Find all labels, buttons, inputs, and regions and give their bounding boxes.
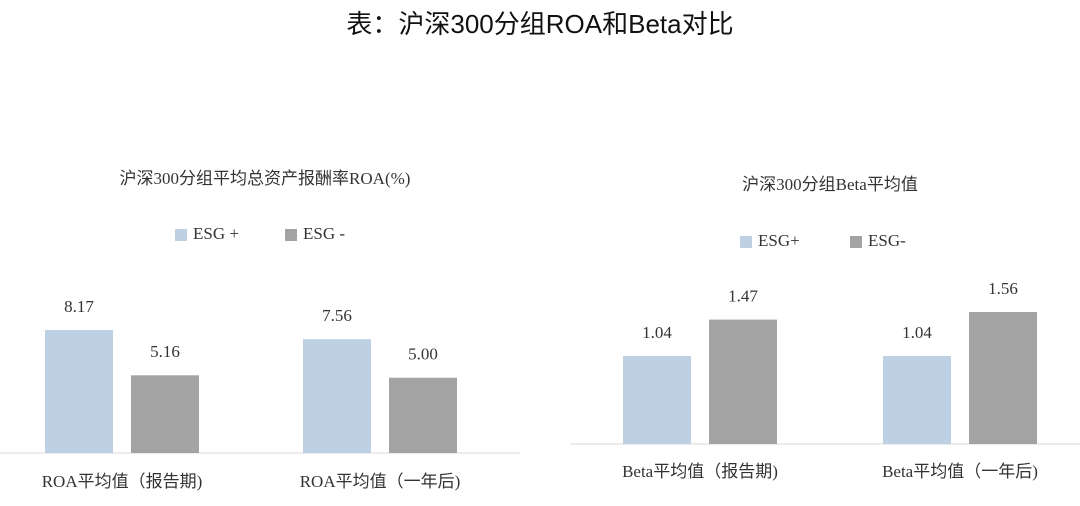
legend-label: ESG+ [758, 231, 800, 250]
value-label: 1.47 [728, 287, 758, 306]
value-label: 7.56 [322, 306, 352, 325]
bar [303, 339, 371, 453]
value-label: 8.17 [64, 297, 94, 316]
legend-label: ESG- [868, 231, 906, 250]
legend-label: ESG - [303, 224, 345, 243]
page-title: 表：沪深300分组ROA和Beta对比 [346, 9, 733, 39]
bar [45, 330, 113, 453]
value-label: 5.16 [150, 342, 180, 361]
bar [709, 319, 777, 444]
bar [969, 312, 1037, 444]
value-label: 1.04 [902, 323, 932, 342]
bar [389, 377, 457, 453]
legend-swatch [850, 236, 862, 248]
category-label: Beta平均值（一年后) [882, 462, 1038, 481]
category-label: ROA平均值（报告期) [42, 472, 203, 491]
value-label: 1.56 [988, 279, 1018, 298]
bar [131, 375, 199, 453]
category-label: ROA平均值（一年后) [300, 472, 461, 491]
category-label: Beta平均值（报告期) [622, 462, 778, 481]
bar [623, 356, 691, 444]
value-label: 5.00 [408, 345, 438, 364]
value-label: 1.04 [642, 323, 672, 342]
chart-title: 沪深300分组平均总资产报酬率ROA(%) [120, 169, 411, 188]
legend-label: ESG + [193, 224, 239, 243]
legend-swatch [740, 236, 752, 248]
legend-swatch [285, 229, 297, 241]
legend-swatch [175, 229, 187, 241]
chart-title: 沪深300分组Beta平均值 [742, 175, 918, 194]
bar [883, 356, 951, 444]
